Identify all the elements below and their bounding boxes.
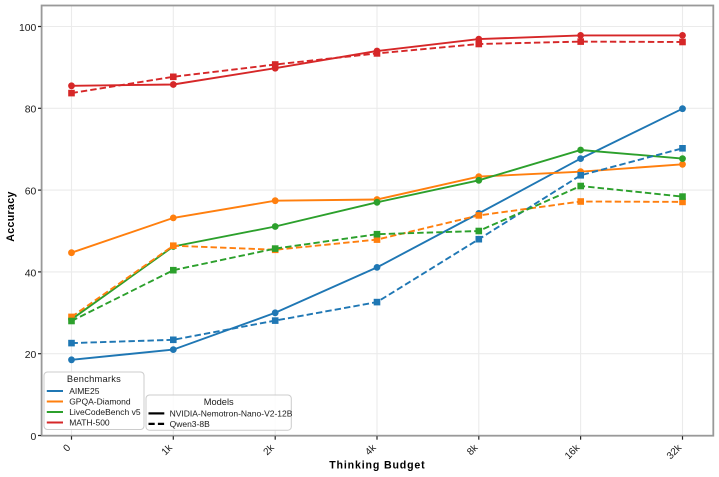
- svg-text:100: 100: [19, 23, 37, 34]
- svg-text:40: 40: [25, 268, 37, 279]
- svg-text:LiveCodeBench v5: LiveCodeBench v5: [69, 407, 141, 417]
- svg-text:GPQA-Diamond: GPQA-Diamond: [69, 397, 131, 407]
- svg-text:20: 20: [25, 350, 37, 361]
- svg-text:0: 0: [31, 432, 37, 443]
- svg-text:Accuracy: Accuracy: [5, 191, 17, 242]
- svg-text:NVIDIA-Nemotron-Nano-V2-12B: NVIDIA-Nemotron-Nano-V2-12B: [170, 409, 293, 419]
- svg-text:80: 80: [25, 105, 37, 116]
- svg-text:60: 60: [25, 187, 37, 198]
- svg-text:AIME25: AIME25: [69, 386, 100, 396]
- svg-text:Qwen3-8B: Qwen3-8B: [170, 419, 210, 429]
- svg-text:Benchmarks: Benchmarks: [67, 374, 121, 384]
- svg-text:Models: Models: [204, 397, 234, 407]
- svg-text:Thinking Budget: Thinking Budget: [329, 459, 425, 471]
- svg-text:MATH-500: MATH-500: [69, 418, 110, 428]
